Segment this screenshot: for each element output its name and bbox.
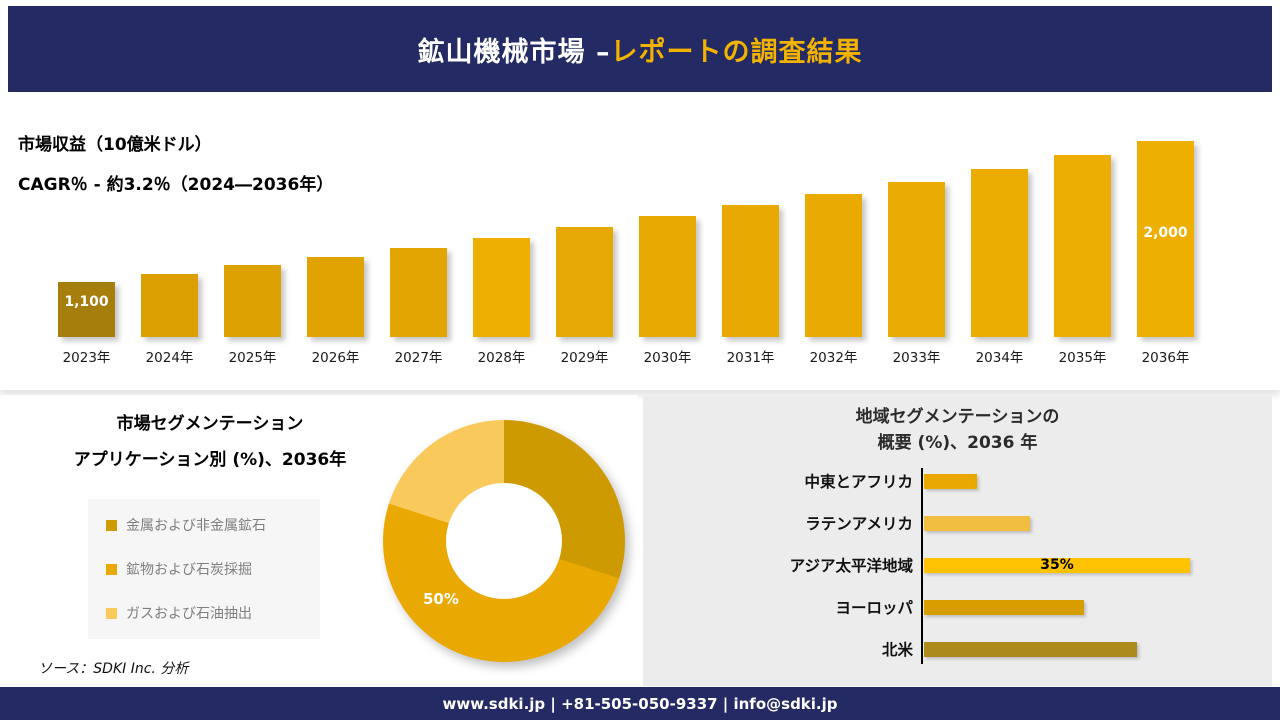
regional-bar-row: アジア太平洋地域 35% — [643, 556, 1272, 576]
regional-bar — [924, 642, 1137, 657]
regional-bar-row: 北米 — [643, 640, 1272, 660]
regional-category-label: ヨーロッパ — [835, 599, 913, 617]
revenue-bar — [556, 227, 613, 337]
x-axis-tick-label: 2035年 — [1058, 350, 1107, 366]
x-axis-tick-label: 2027年 — [394, 350, 443, 366]
donut-hole — [446, 483, 562, 599]
regional-category-label: 北米 — [881, 641, 913, 659]
x-axis-tick-label: 2025年 — [228, 350, 277, 366]
legend-item: 鉱物および石炭採掘 — [106, 559, 302, 579]
regional-bar — [924, 600, 1084, 615]
donut-data-label: 50% — [423, 590, 459, 608]
x-axis-tick-label: 2031年 — [726, 350, 775, 366]
x-axis-tick-label: 2032年 — [809, 350, 858, 366]
regional-bar-row: ヨーロッパ — [643, 598, 1272, 618]
segmentation-title: 市場セグメンテーション — [116, 414, 304, 434]
regional-panel: 地域セグメンテーションの 概要 (%)、2036 年 中東とアフリカ ラテンアメリ… — [643, 396, 1272, 686]
revenue-bar — [805, 194, 862, 337]
revenue-bar — [224, 265, 281, 337]
segmentation-subtitle: アプリケーション別 (%)、2036年 — [73, 450, 347, 470]
legend-label: 鉱物および石炭採掘 — [126, 562, 252, 578]
page-title-accent: レポートの調査結果 — [610, 36, 863, 68]
revenue-bar-chart: 1,100 2,000 — [58, 141, 1208, 337]
regional-bar-row: ラテンアメリカ — [643, 514, 1272, 534]
regional-category-label: 中東とアフリカ — [804, 473, 913, 491]
footer-contact: www.sdki.jp | +81-505-050-9337 | info@sd… — [442, 694, 838, 713]
x-axis-tick-label: 2033年 — [892, 350, 941, 366]
donut-legend: 金属および非金属鉱石 鉱物および石炭採掘 ガスおよび石油抽出 — [88, 499, 320, 639]
legend-swatch-icon — [106, 519, 117, 531]
cagr-label: CAGR％ - 約3.2％（2024―2036年） — [18, 175, 334, 195]
legend-item: ガスおよび石油抽出 — [106, 603, 302, 623]
regional-title-line1: 地域セグメンテーションの — [855, 407, 1060, 427]
regional-y-axis-line — [921, 468, 923, 664]
regional-bar: 35% — [924, 558, 1190, 573]
revenue-bar — [639, 216, 696, 337]
revenue-bar — [141, 274, 198, 337]
revenue-bar: 1,100 — [58, 282, 115, 337]
regional-bar-row: 中東とアフリカ — [643, 472, 1272, 492]
segmentation-panel: 市場セグメンテーション アプリケーション別 (%)、2036年 金属および非金属… — [0, 395, 637, 680]
page-title: 鉱山機械市場 –レポートの調査結果 — [418, 30, 863, 69]
x-axis-tick-label: 2034年 — [975, 350, 1024, 366]
revenue-bar: 2,000 — [1137, 141, 1194, 337]
revenue-bar — [390, 248, 447, 337]
application-donut-chart: 50% — [383, 420, 625, 662]
revenue-bar — [722, 205, 779, 337]
page-title-main: 鉱山機械市場 – — [417, 36, 611, 68]
regional-title: 地域セグメンテーションの 概要 (%)、2036 年 — [643, 404, 1272, 457]
revenue-bar — [1054, 155, 1111, 337]
regional-bar-data-label: 35% — [1040, 557, 1074, 573]
regional-title-line2: 概要 (%)、2036 年 — [877, 433, 1038, 454]
revenue-x-axis: 2023年 2024年 2025年 2026年 2027年 2028年 2029年 2030年… — [58, 346, 1208, 366]
x-axis-tick-label: 2028年 — [477, 350, 526, 366]
x-axis-tick-label: 2036年 — [1141, 350, 1190, 366]
legend-label: ガスおよび石油抽出 — [126, 606, 252, 622]
x-axis-tick-label: 2026年 — [311, 350, 360, 366]
x-axis-tick-label: 2023年 — [62, 350, 111, 366]
revenue-bar — [307, 257, 364, 337]
regional-category-label: アジア太平洋地域 — [789, 557, 913, 575]
x-axis-tick-label: 2024年 — [145, 350, 194, 366]
metric-label: 市場収益（10億米ドル） — [18, 135, 212, 155]
x-axis-tick-label: 2029年 — [560, 350, 609, 366]
source-note: ソース：SDKI Inc. 分析 — [38, 661, 189, 677]
x-axis-tick-label: 2030年 — [643, 350, 692, 366]
bar-data-label: 1,100 — [64, 294, 109, 310]
legend-item: 金属および非金属鉱石 — [106, 515, 302, 535]
revenue-bar — [888, 182, 945, 337]
regional-bar — [924, 474, 977, 489]
footer-banner: www.sdki.jp | +81-505-050-9337 | info@sd… — [0, 687, 1280, 720]
legend-swatch-icon — [106, 563, 117, 575]
regional-bar — [924, 516, 1030, 531]
bar-data-label: 2,000 — [1143, 225, 1188, 241]
revenue-bar — [473, 238, 530, 337]
legend-label: 金属および非金属鉱石 — [126, 518, 266, 534]
revenue-bar — [971, 169, 1028, 337]
revenue-chart-section: 市場収益（10億米ドル） CAGR％ - 約3.2％（2024―2036年） 1… — [0, 98, 1280, 390]
legend-swatch-icon — [106, 607, 117, 619]
header-banner: 鉱山機械市場 –レポートの調査結果 — [8, 6, 1272, 92]
regional-category-label: ラテンアメリカ — [805, 515, 913, 533]
